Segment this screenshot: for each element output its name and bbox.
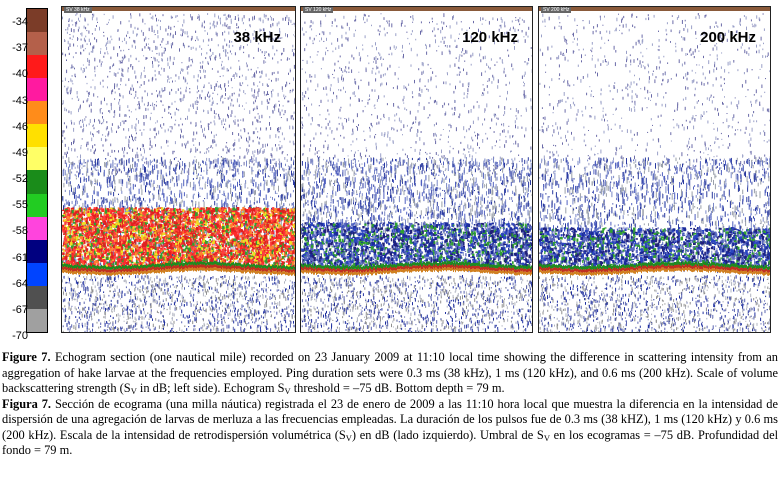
echogram-top-bar — [301, 7, 532, 11]
caption-label-en: Figure 7. — [2, 350, 51, 364]
scale-swatch — [27, 239, 47, 263]
scale-swatch — [27, 55, 47, 79]
echogram-tag: SV 120 kHz — [303, 7, 334, 13]
frequency-label: 38 kHz — [233, 29, 281, 46]
caption-label-es: Figura 7. — [2, 397, 51, 411]
scale-tick-label: -46 — [0, 121, 28, 133]
caption-spanish: Figura 7. Sección de ecograma (una milla… — [2, 397, 778, 459]
caption-text-en-3: threshold = –75 dB. Bottom depth = 79 m. — [291, 381, 505, 395]
scale-swatch — [27, 101, 47, 125]
scale-swatch — [27, 124, 47, 148]
caption-text-en-2: in dB; left side). Echogram S — [137, 381, 285, 395]
scale-swatch — [27, 147, 47, 171]
scale-tick-label: -40 — [0, 68, 28, 80]
scale-swatch — [27, 308, 47, 332]
echogram-top-bar — [62, 7, 295, 11]
echogram-image-200khz — [539, 13, 770, 332]
scale-tick-label: -58 — [0, 225, 28, 237]
echogram-panel-38khz: SV 38 kHz 38 kHz — [61, 6, 296, 333]
caption-text-es: Sección de ecograma (una milla náutica) … — [2, 397, 778, 442]
sv-color-scale — [26, 8, 48, 333]
frequency-label: 120 kHz — [462, 29, 518, 46]
scale-tick-label: -67 — [0, 304, 28, 316]
subscript: V — [131, 386, 137, 396]
frequency-label: 200 kHz — [700, 29, 756, 46]
caption-text-es-3: en los ecogramas = –75 dB. Profundidad d… — [2, 428, 778, 458]
scale-swatch — [27, 285, 47, 309]
caption-english: Figure 7. Echogram section (one nautical… — [2, 350, 778, 397]
caption-text-es-2: ) en dB (lado izquierdo). Umbral de S — [352, 428, 544, 442]
scale-tick-label: -49 — [0, 147, 28, 159]
echogram-image-38khz — [62, 13, 295, 332]
caption-text-en: Echogram section (one nautical mile) rec… — [2, 350, 778, 395]
echogram-panel-200khz: SV 200 kHz 200 kHz — [538, 6, 771, 333]
scale-swatch — [27, 193, 47, 217]
scale-tick-label: -52 — [0, 173, 28, 185]
scale-swatch — [27, 170, 47, 194]
scale-swatch — [27, 32, 47, 56]
scale-tick-label: -70 — [0, 330, 28, 342]
scale-tick-label: -37 — [0, 42, 28, 54]
echogram-top-bar — [539, 7, 770, 11]
scale-swatch — [27, 78, 47, 102]
echogram-panel-120khz: SV 120 kHz 120 kHz — [300, 6, 533, 333]
scale-tick-label: -43 — [0, 95, 28, 107]
echogram-tag: SV 200 kHz — [541, 7, 572, 13]
scale-tick-label: -55 — [0, 199, 28, 211]
subscript: V — [544, 433, 550, 443]
echogram-image-120khz — [301, 13, 532, 332]
subscript: V — [284, 386, 290, 396]
scale-swatch — [27, 216, 47, 240]
scale-tick-label: -34 — [0, 16, 28, 28]
figure-caption: Figure 7. Echogram section (one nautical… — [2, 350, 778, 459]
echogram-tag: SV 38 kHz — [64, 7, 92, 13]
scale-swatch — [27, 9, 47, 33]
subscript: V — [346, 433, 352, 443]
scale-tick-label: -61 — [0, 252, 28, 264]
scale-swatch — [27, 262, 47, 286]
scale-tick-label: -64 — [0, 278, 28, 290]
